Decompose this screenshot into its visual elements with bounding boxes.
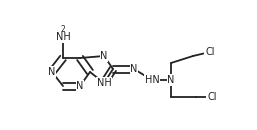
Text: HN: HN xyxy=(145,75,159,85)
Text: N: N xyxy=(76,81,84,91)
Text: Cl: Cl xyxy=(207,92,217,102)
Text: N: N xyxy=(48,67,56,77)
Text: NH: NH xyxy=(97,78,111,88)
Text: NH: NH xyxy=(56,32,70,42)
Text: N: N xyxy=(100,51,108,61)
Text: N: N xyxy=(130,64,138,74)
Text: Cl: Cl xyxy=(205,47,215,57)
Text: N: N xyxy=(167,75,175,85)
Text: 2: 2 xyxy=(61,24,65,34)
